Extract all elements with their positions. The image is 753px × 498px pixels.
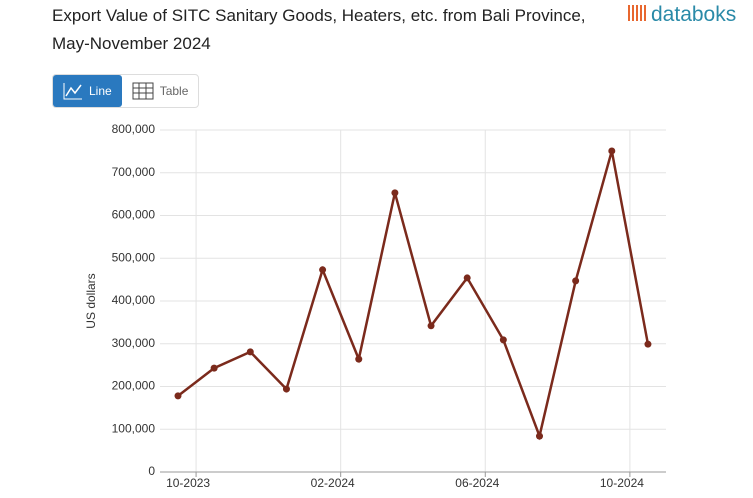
y-tick-label: 700,000 bbox=[112, 165, 156, 179]
table-icon bbox=[132, 82, 154, 100]
point bbox=[174, 392, 182, 400]
line-label: Line bbox=[89, 84, 112, 98]
point bbox=[319, 266, 327, 274]
point bbox=[644, 340, 652, 348]
point bbox=[536, 432, 543, 440]
point bbox=[282, 385, 290, 393]
point bbox=[391, 189, 399, 197]
y-tick-label: 300,000 bbox=[112, 336, 156, 350]
y-axis-title: US dollars bbox=[84, 273, 98, 328]
y-tick-label: 100,000 bbox=[112, 421, 156, 435]
y-tick-label: 800,000 bbox=[112, 122, 156, 136]
y-tick-label: 500,000 bbox=[112, 250, 156, 264]
table-button[interactable]: Table bbox=[122, 75, 199, 107]
view-toggle: Line Table bbox=[52, 74, 200, 108]
y-tick-label: 0 bbox=[148, 464, 155, 478]
point bbox=[210, 364, 218, 372]
y-tick-label: 600,000 bbox=[112, 208, 156, 222]
y-tick-label: 400,000 bbox=[112, 293, 156, 307]
point bbox=[427, 322, 435, 330]
point bbox=[463, 274, 471, 282]
logo-text: databoks bbox=[651, 3, 737, 26]
point bbox=[499, 336, 507, 344]
chart-title: Export Value of SITC Sanitary Goods, Hea… bbox=[52, 6, 586, 53]
point bbox=[246, 348, 254, 356]
table-label: Table bbox=[159, 84, 189, 98]
line-icon bbox=[63, 83, 82, 100]
point bbox=[355, 355, 363, 363]
x-tick-label: 10-2024 bbox=[600, 476, 644, 490]
point bbox=[572, 277, 580, 285]
x-tick-label: 02-2024 bbox=[311, 476, 355, 490]
point bbox=[608, 147, 616, 155]
logo[interactable]: databoks bbox=[628, 3, 736, 27]
y-tick-label: 200,000 bbox=[112, 379, 156, 393]
x-tick-label: 06-2024 bbox=[455, 476, 499, 490]
x-tick-label: 10-2023 bbox=[166, 476, 210, 490]
line-button[interactable]: Line bbox=[53, 75, 122, 107]
line bbox=[177, 150, 650, 441]
